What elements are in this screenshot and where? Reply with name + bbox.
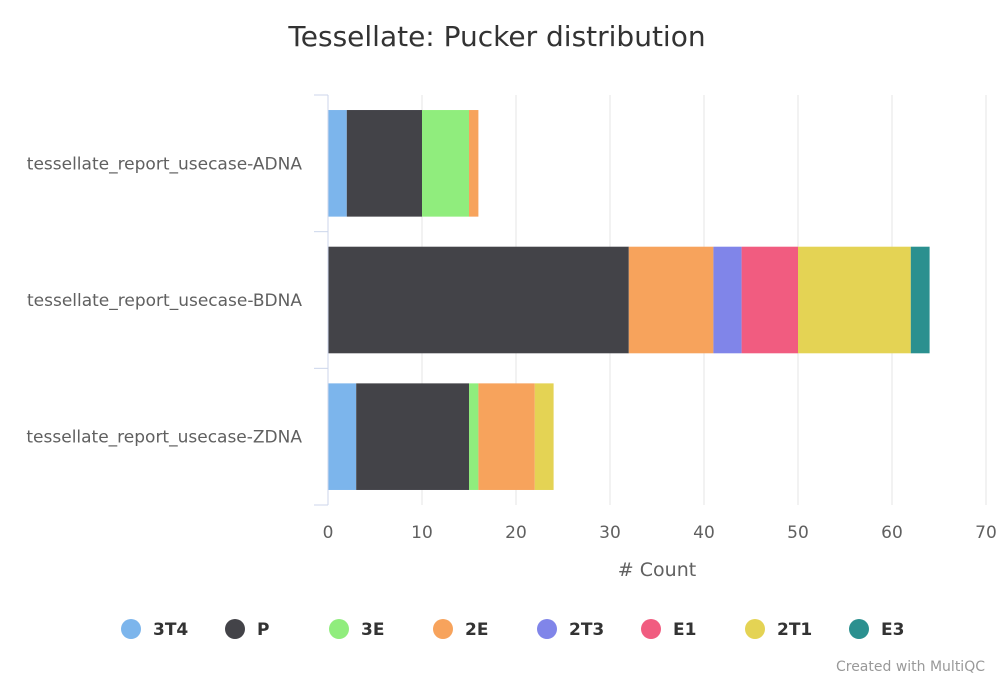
legend-label: 3T4 xyxy=(153,620,188,640)
legend-marker xyxy=(745,619,765,639)
legend-label: E3 xyxy=(881,620,904,640)
legend-item-3t4[interactable]: 3T4 xyxy=(121,619,188,640)
category-axis: tessellate_report_usecase-ADNA tessellate… xyxy=(26,94,329,506)
category-label: tessellate_report_usecase-BDNA xyxy=(27,291,302,311)
category-label: tessellate_report_usecase-ZDNA xyxy=(26,428,302,448)
bar-segment-2t3[interactable] xyxy=(713,246,742,354)
bar-segment-3t4[interactable] xyxy=(328,383,357,490)
legend: 3T4 P 3E 2E 2T3 E1 2T1 E3 xyxy=(121,619,904,640)
bar-segment-2t1[interactable] xyxy=(534,383,554,490)
x-tick-label: 60 xyxy=(881,523,903,543)
legend-marker xyxy=(537,619,557,639)
legend-marker xyxy=(641,619,661,639)
bar-segment-p[interactable] xyxy=(346,110,422,217)
credits-link[interactable]: Created with MultiQC xyxy=(836,659,985,675)
legend-label: 3E xyxy=(361,620,384,640)
legend-label: E1 xyxy=(673,620,696,640)
x-tick-label: 30 xyxy=(599,523,621,543)
chart-title: Tessellate: Pucker distribution xyxy=(287,20,705,53)
legend-item-2t3[interactable]: 2T3 xyxy=(537,619,604,640)
x-tick-label: 70 xyxy=(975,523,997,543)
x-tick-label: 20 xyxy=(505,523,527,543)
x-tick-label: 50 xyxy=(787,523,809,543)
legend-item-2t1[interactable]: 2T1 xyxy=(745,619,812,640)
legend-marker xyxy=(329,619,349,639)
bar-segment-p[interactable] xyxy=(328,246,629,354)
bar-segment-3e[interactable] xyxy=(422,110,469,217)
value-axis: 0 10 20 30 40 50 60 70 xyxy=(323,523,997,543)
legend-marker xyxy=(225,619,245,639)
category-label: tessellate_report_usecase-ADNA xyxy=(27,154,303,174)
x-tick-label: 10 xyxy=(411,523,433,543)
legend-item-e1[interactable]: E1 xyxy=(641,619,696,640)
legend-item-p[interactable]: P xyxy=(225,619,269,640)
bar-segment-2e[interactable] xyxy=(469,110,479,217)
legend-label: 2E xyxy=(465,620,488,640)
bar-segment-p[interactable] xyxy=(356,383,469,490)
legend-item-3e[interactable]: 3E xyxy=(329,619,384,640)
legend-label: 2T1 xyxy=(777,620,812,640)
bar-segment-e1[interactable] xyxy=(741,246,798,354)
bar-segment-2t1[interactable] xyxy=(798,246,911,354)
legend-marker xyxy=(433,619,453,639)
bars xyxy=(328,110,930,490)
x-tick-label: 0 xyxy=(323,523,334,543)
x-tick-label: 40 xyxy=(693,523,715,543)
bar-segment-2e[interactable] xyxy=(478,383,535,490)
legend-label: P xyxy=(257,620,269,640)
legend-label: 2T3 xyxy=(569,620,604,640)
bar-segment-e3[interactable] xyxy=(910,246,930,354)
legend-item-e3[interactable]: E3 xyxy=(849,619,904,640)
x-axis-title: # Count xyxy=(618,559,696,581)
legend-marker xyxy=(849,619,869,639)
bar-segment-3e[interactable] xyxy=(469,383,479,490)
bar-segment-2e[interactable] xyxy=(628,246,714,354)
legend-item-2e[interactable]: 2E xyxy=(433,619,488,640)
legend-marker xyxy=(121,619,141,639)
bar-segment-3t4[interactable] xyxy=(328,110,347,217)
